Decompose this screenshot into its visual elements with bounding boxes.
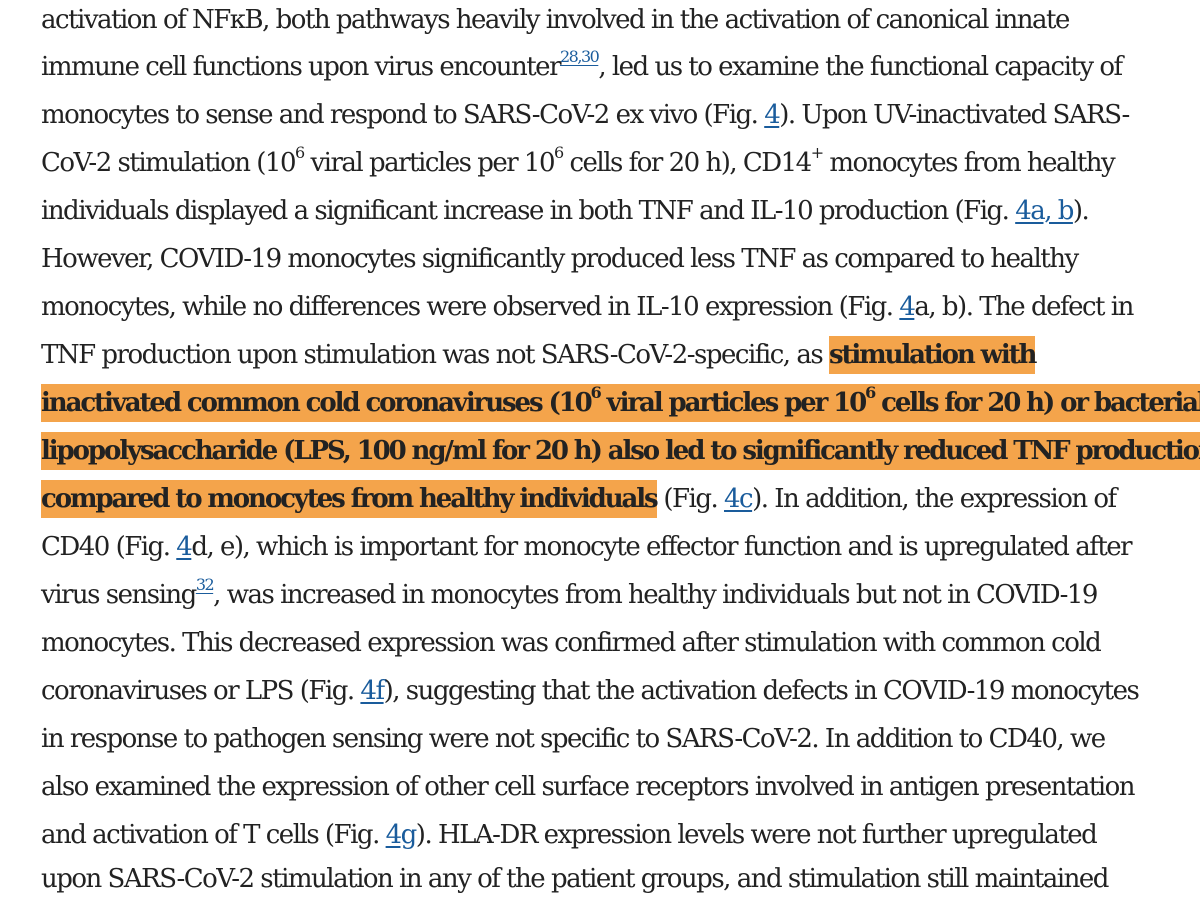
text: a, b). The defect in bbox=[914, 292, 1134, 322]
figure-link[interactable]: 4f bbox=[360, 676, 385, 706]
highlighted-text: compared to monocytes from healthy indiv… bbox=[41, 480, 659, 518]
figure-link[interactable]: 4c bbox=[724, 484, 754, 514]
figure-link[interactable]: 4 bbox=[899, 292, 916, 322]
text-line-18: and activation of T cells (Fig. 4g). HLA… bbox=[41, 811, 1098, 859]
text-line-1: activation of NFκB, both pathways heavil… bbox=[41, 0, 1070, 44]
text: virus sensing bbox=[41, 580, 197, 610]
text-line-10: lipopolysaccharide (LPS, 100 ng/ml for 2… bbox=[41, 427, 1200, 475]
text: TNF production upon stimulation was not … bbox=[41, 340, 829, 370]
text: also examined the expression of other ce… bbox=[41, 772, 1136, 802]
text: ). Upon UV-inactivated SARS- bbox=[779, 100, 1130, 130]
text: monocytes from healthy bbox=[822, 148, 1115, 178]
text: , was increased in monocytes from health… bbox=[213, 580, 1098, 610]
text-line-12: CD40 (Fig. 4d, e), which is important fo… bbox=[41, 523, 1133, 571]
text: activation of NFκB, both pathways heavil… bbox=[41, 5, 1070, 35]
text: viral particles per 10 bbox=[303, 148, 555, 178]
exponent: 6 bbox=[554, 143, 564, 163]
text-line-5: individuals displayed a significant incr… bbox=[41, 187, 1090, 235]
text-line-15: coronaviruses or LPS (Fig. 4f), suggesti… bbox=[41, 667, 1140, 715]
text-line-16: in response to pathogen sensing were not… bbox=[41, 715, 1106, 763]
text: and activation of T cells (Fig. bbox=[41, 820, 386, 850]
figure-link[interactable]: 4 bbox=[764, 100, 781, 130]
figure-link[interactable]: 4a, b bbox=[1015, 196, 1074, 226]
highlighted-text: stimulation with bbox=[828, 336, 1037, 374]
text: monocytes. This decreased expression was… bbox=[41, 628, 1102, 658]
text: cells for 20 h), CD14 bbox=[562, 148, 812, 178]
reference-link[interactable]: 28,30 bbox=[560, 47, 600, 67]
text: immune cell functions upon virus encount… bbox=[41, 52, 562, 82]
text: d, e), which is important for monocyte e… bbox=[191, 532, 1132, 562]
figure-link[interactable]: 4 bbox=[176, 532, 193, 562]
highlighted-text: lipopolysaccharide (LPS, 100 ng/ml for 2… bbox=[41, 432, 1200, 470]
text: monocytes, while no differences were obs… bbox=[41, 292, 900, 322]
figure-link[interactable]: 4g bbox=[385, 820, 418, 850]
text: However, COVID-19 monocytes significantl… bbox=[41, 244, 1079, 274]
text: in response to pathogen sensing were not… bbox=[41, 724, 1106, 754]
exponent: 6 bbox=[295, 143, 305, 163]
text: ). HLA-DR expression levels were not fur… bbox=[415, 820, 1098, 850]
text: ). In addition, the expression of bbox=[752, 484, 1117, 514]
text: CD40 (Fig. bbox=[41, 532, 177, 562]
text-line-2: immune cell functions upon virus encount… bbox=[41, 43, 1123, 91]
text-line-19: upon SARS-CoV-2 stimulation in any of th… bbox=[41, 855, 1109, 903]
highlighted-text: inactivated common cold coronaviruses (1… bbox=[41, 384, 1200, 422]
text-line-7: monocytes, while no differences were obs… bbox=[41, 283, 1134, 331]
text-line-11: compared to monocytes from healthy indiv… bbox=[41, 475, 1117, 523]
text: ), suggesting that the activation defect… bbox=[383, 676, 1140, 706]
superscript-plus: + bbox=[810, 143, 824, 163]
text: , led us to examine the functional capac… bbox=[598, 52, 1123, 82]
text: CoV-2 stimulation (10 bbox=[41, 148, 297, 178]
exponent: 6 bbox=[590, 383, 602, 403]
text-line-13: virus sensing32, was increased in monocy… bbox=[41, 571, 1098, 619]
exponent: 6 bbox=[865, 383, 876, 403]
text-line-4: CoV-2 stimulation (106 viral particles p… bbox=[41, 139, 1116, 187]
text: upon SARS-CoV-2 stimulation in any of th… bbox=[41, 864, 1109, 894]
text: monocytes to sense and respond to SARS-C… bbox=[41, 100, 765, 130]
text-line-8: TNF production upon stimulation was not … bbox=[41, 331, 1037, 379]
reference-link[interactable]: 32 bbox=[195, 575, 215, 595]
text: individuals displayed a significant incr… bbox=[41, 196, 1016, 226]
text: inactivated common cold coronaviruses (1… bbox=[41, 388, 593, 418]
text-line-17: also examined the expression of other ce… bbox=[41, 763, 1136, 811]
text: coronaviruses or LPS (Fig. bbox=[41, 676, 361, 706]
text: viral particles per 10 bbox=[599, 388, 868, 418]
text-line-14: monocytes. This decreased expression was… bbox=[41, 619, 1102, 667]
text: cells for 20 h) or bacterial bbox=[874, 388, 1200, 418]
text-line-6: However, COVID-19 monocytes significantl… bbox=[41, 235, 1079, 283]
text-line-9: inactivated common cold coronaviruses (1… bbox=[41, 379, 1200, 427]
text-line-3: monocytes to sense and respond to SARS-C… bbox=[41, 91, 1130, 139]
text: (Fig. bbox=[656, 484, 724, 514]
text: ). bbox=[1072, 196, 1090, 226]
